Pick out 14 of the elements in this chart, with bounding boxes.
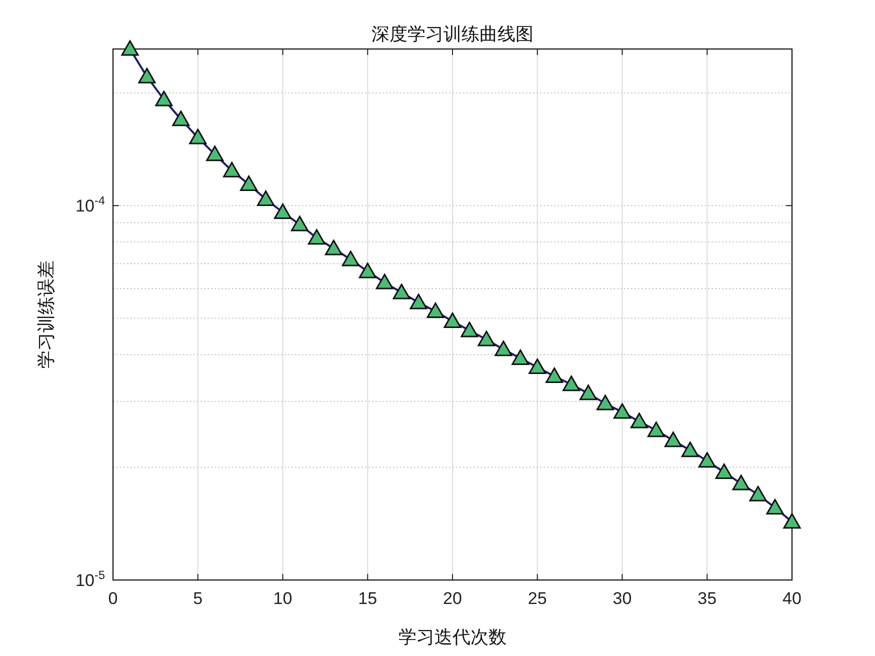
y-tick-label: 10$^{-5}$ [76, 568, 106, 590]
y-axis-title: 学习训练误差 [36, 260, 57, 368]
x-tick-label: 0 [108, 589, 118, 608]
x-tick-label: 35 [698, 589, 717, 608]
chart-title: 深度学习训练曲线图 [372, 24, 534, 45]
x-tick-label: 5 [193, 589, 203, 608]
x-tick-label: 30 [612, 589, 632, 608]
x-tick-label: 10 [273, 589, 292, 608]
y-tick-label: 10$^{-4}$ [76, 194, 106, 216]
x-tick-label: 25 [528, 589, 547, 608]
x-axis-title: 学习迭代次数 [398, 627, 506, 648]
x-tick-label: 40 [782, 589, 802, 608]
x-tick-label: 20 [443, 589, 462, 608]
x-tick-label: 15 [358, 589, 378, 608]
